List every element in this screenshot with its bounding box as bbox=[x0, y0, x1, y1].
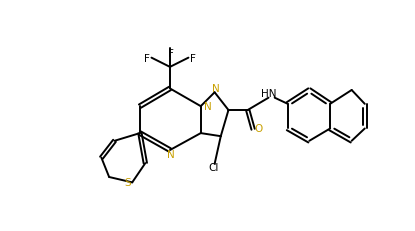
Text: F: F bbox=[144, 53, 150, 63]
Text: N: N bbox=[212, 84, 219, 94]
Text: S: S bbox=[124, 177, 131, 187]
Text: F: F bbox=[168, 49, 173, 58]
Text: F: F bbox=[190, 53, 196, 63]
Text: HN: HN bbox=[261, 89, 276, 99]
Text: N: N bbox=[204, 102, 212, 112]
Text: O: O bbox=[255, 124, 263, 134]
Text: N: N bbox=[167, 149, 175, 159]
Text: Cl: Cl bbox=[209, 163, 219, 173]
